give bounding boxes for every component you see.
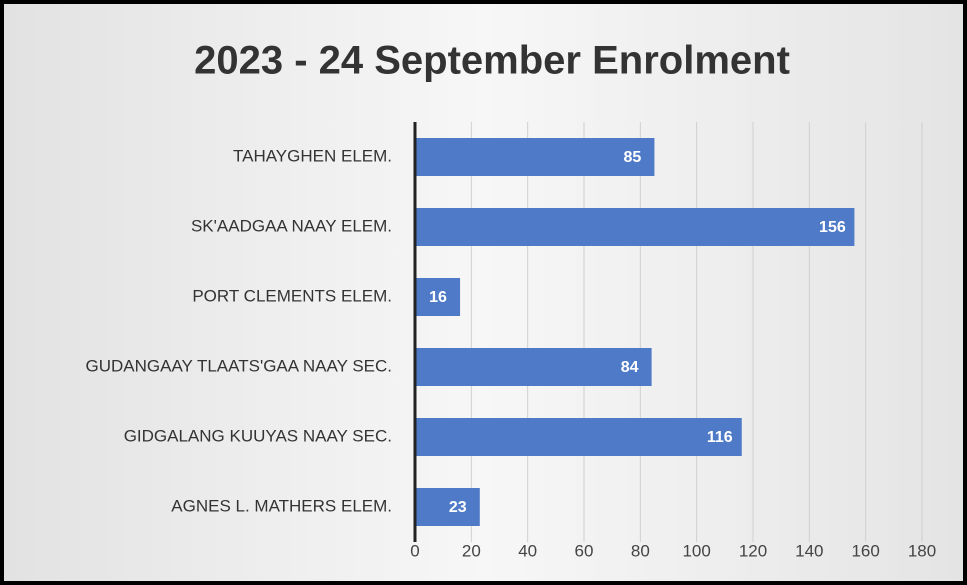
value-label: 16: [429, 289, 447, 306]
y-tick-label: PORT CLEMENTS ELEM.: [192, 286, 392, 305]
chart-title: 2023 - 24 September Enrolment: [194, 39, 790, 83]
y-tick-label: GIDGALANG KUUYAS NAAY SEC.: [124, 426, 392, 445]
x-tick-label: 140: [795, 541, 823, 560]
x-tick-label: 80: [631, 541, 650, 560]
x-tick-label: 0: [410, 541, 419, 560]
y-tick-label: TAHAYGHEN ELEM.: [233, 146, 392, 165]
x-tick-label: 40: [518, 541, 537, 560]
value-label: 116: [707, 429, 733, 446]
bar: [415, 278, 461, 316]
y-tick-label: AGNES L. MATHERS ELEM.: [171, 496, 392, 515]
x-tick-label: 60: [575, 541, 594, 560]
y-tick-label: SK'AADGAA NAAY ELEM.: [191, 216, 392, 235]
value-label: 84: [621, 359, 639, 376]
y-tick-label: GUDANGAAY TLAATS'GAA NAAY SEC.: [85, 356, 392, 375]
x-tick-label: 180: [908, 541, 936, 560]
x-tick-label: 160: [851, 541, 879, 560]
value-label: 23: [449, 499, 467, 516]
value-label: 85: [624, 149, 642, 166]
x-tick-label: 120: [739, 541, 767, 560]
value-label: 156: [819, 219, 846, 236]
bar: [415, 138, 655, 176]
x-tick-label: 20: [462, 541, 481, 560]
bar: [415, 488, 480, 526]
bar: [415, 208, 855, 246]
bar: [415, 418, 742, 456]
x-tick-label: 100: [682, 541, 710, 560]
bar: [415, 348, 652, 386]
